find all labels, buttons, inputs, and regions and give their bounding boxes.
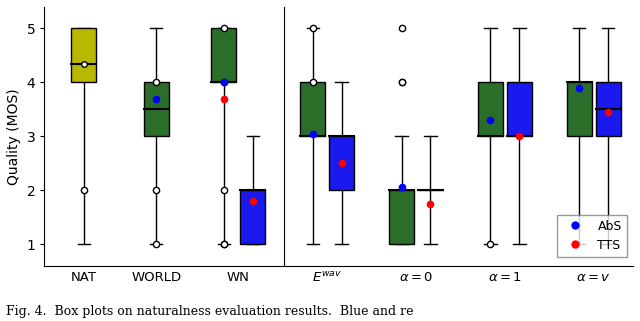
Legend: AbS, TTS: AbS, TTS — [557, 214, 627, 257]
Bar — [300, 82, 325, 136]
Bar — [507, 82, 532, 136]
Y-axis label: Quality (MOS): Quality (MOS) — [7, 88, 21, 185]
Bar — [596, 82, 621, 136]
Bar — [566, 82, 591, 136]
Bar — [329, 136, 354, 190]
Bar — [211, 29, 236, 82]
Bar — [389, 190, 414, 244]
Bar — [72, 29, 97, 82]
Bar — [241, 190, 266, 244]
Bar — [478, 82, 503, 136]
Text: Fig. 4.  Box plots on naturalness evaluation results.  Blue and re: Fig. 4. Box plots on naturalness evaluat… — [6, 305, 414, 318]
Bar — [144, 82, 169, 136]
